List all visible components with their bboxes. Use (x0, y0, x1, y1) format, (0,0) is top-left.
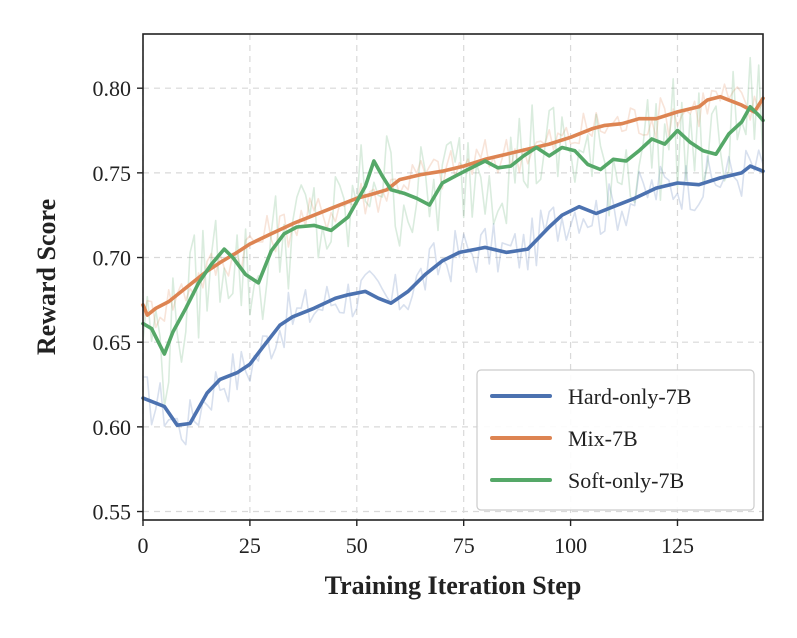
series-line-mix (141, 94, 765, 317)
series-line-hard-only (141, 164, 765, 427)
x-axis-title: Training Iteration Step (325, 571, 582, 600)
x-axis: 0 25 50 75 100 125 (138, 520, 694, 558)
legend-label-hard-only: Hard-only-7B (568, 384, 691, 409)
y-axis: 0.55 0.60 0.65 0.70 0.75 0.80 (93, 76, 143, 525)
y-tick-label: 0.60 (93, 415, 132, 440)
legend-box (476, 369, 755, 511)
x-tick-label: 125 (661, 533, 694, 558)
legend: Hard-only-7B Mix-7B Soft-only-7B (476, 369, 755, 511)
y-tick-label: 0.55 (93, 500, 132, 525)
series-raw-soft-only (142, 56, 764, 407)
y-tick-label: 0.70 (93, 246, 132, 271)
series-line-soft-only (141, 105, 765, 356)
y-axis-title: Reward Score (32, 199, 61, 355)
series-layer (141, 94, 765, 427)
y-tick-label: 0.65 (93, 330, 132, 355)
y-tick-label: 0.75 (93, 161, 132, 186)
legend-label-soft-only: Soft-only-7B (568, 468, 684, 493)
series-raw-mix (142, 83, 764, 329)
x-tick-label: 0 (138, 533, 149, 558)
x-tick-label: 100 (554, 533, 587, 558)
legend-label-mix: Mix-7B (568, 426, 638, 451)
x-tick-label: 75 (453, 533, 475, 558)
y-tick-label: 0.80 (93, 76, 132, 101)
plot-frame (142, 33, 764, 521)
x-tick-label: 25 (239, 533, 261, 558)
x-tick-label: 50 (346, 533, 368, 558)
